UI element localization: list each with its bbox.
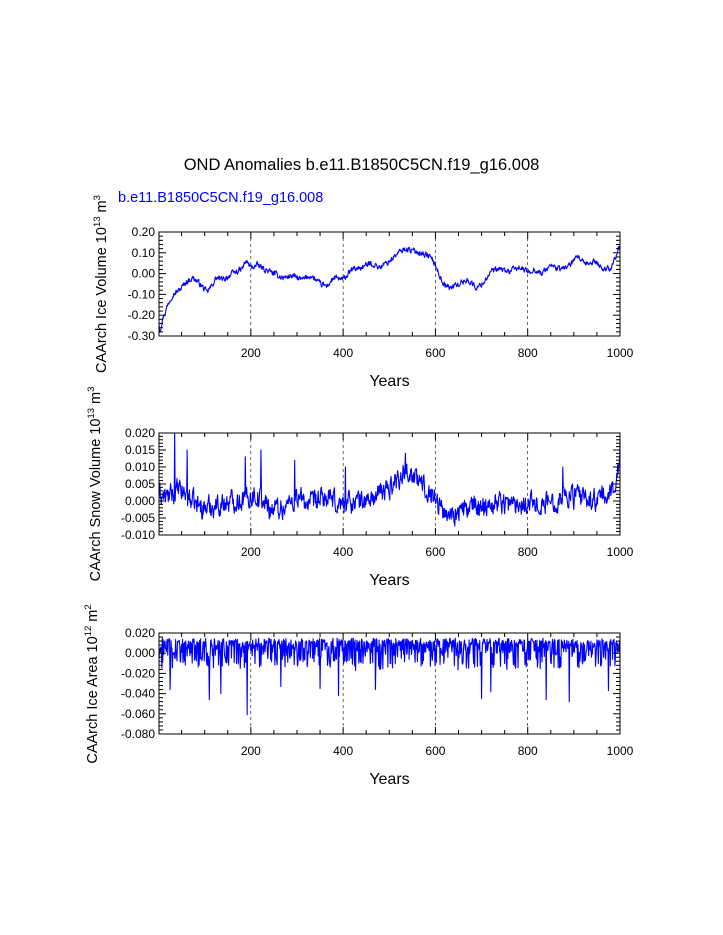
y-tick-label: -0.040 xyxy=(121,687,155,701)
snow-volume-panel: 200 400 600 800 1000 -0.010 -0.005 0.000 0.005 0.… xyxy=(86,387,634,589)
x-axis-title: Years xyxy=(369,771,409,788)
y-axis-title-unit: m xyxy=(94,200,110,216)
ice-volume-panel: 200 400 600 800 1000 -0.30 -0.20 -0.10 0.00 0.10 0… xyxy=(92,195,634,390)
x-tick-label: 1000 xyxy=(607,346,634,360)
x-tick-label: 800 xyxy=(518,744,538,758)
y-tick-label: -0.005 xyxy=(121,511,155,525)
y-axis-title-exponent: 12 xyxy=(83,626,94,637)
y-tick-label: -0.020 xyxy=(121,666,155,680)
x-tick-label: 1000 xyxy=(607,744,634,758)
y-axis-title-text: CAArch Ice Area 10 xyxy=(85,636,101,763)
x-tick-label: 400 xyxy=(333,744,353,758)
y-tick-label: -0.080 xyxy=(121,727,155,741)
x-tick-label: 1000 xyxy=(607,545,634,559)
y-tick-label: 0.20 xyxy=(132,225,156,239)
y-tick-label: 0.010 xyxy=(125,460,155,474)
y-tick-label: -0.10 xyxy=(128,287,156,301)
y-axis-title: CAArch Ice Area 1012 m2 xyxy=(83,604,101,763)
y-tick-label: 0.020 xyxy=(125,626,155,640)
y-axis-title-unit-exponent: 3 xyxy=(92,195,103,200)
y-axis-title-unit: m xyxy=(85,610,101,626)
x-axis-title: Years xyxy=(369,373,409,390)
series-legend-label: b.e11.B1850C5CN.f19_g16.008 xyxy=(118,190,324,206)
y-axis-title-text: CAArch Snow Volume 10 xyxy=(88,419,104,582)
y-tick-label: 0.020 xyxy=(125,426,155,440)
y-axis-title-unit-exponent: 2 xyxy=(83,604,94,609)
x-tick-label: 800 xyxy=(518,545,538,559)
y-axis-title: CAArch Snow Volume 1013 m3 xyxy=(86,387,104,582)
x-axis-title: Years xyxy=(369,572,409,589)
x-tick-label: 600 xyxy=(425,346,445,360)
plot-frame xyxy=(158,231,621,337)
y-axis-title-unit-exponent: 3 xyxy=(86,387,97,392)
chart-title: OND Anomalies b.e11.B1850C5CN.f19_g16.00… xyxy=(183,156,540,174)
x-tick-label: 600 xyxy=(425,744,445,758)
x-tick-label: 200 xyxy=(241,744,261,758)
y-tick-label: -0.20 xyxy=(128,308,156,322)
snow-volume-series-line xyxy=(158,432,621,527)
plot-frame xyxy=(158,432,621,536)
y-tick-label: 0.000 xyxy=(125,494,155,508)
y-tick-label: -0.010 xyxy=(121,528,155,542)
y-axis-title-exponent: 13 xyxy=(92,216,103,227)
y-tick-label: 0.10 xyxy=(132,246,156,260)
x-tick-label: 600 xyxy=(425,545,445,559)
y-axis-title: CAArch Ice Volume 1013 m3 xyxy=(92,195,110,373)
y-tick-label: -0.060 xyxy=(121,707,155,721)
y-tick-label: -0.30 xyxy=(128,329,156,343)
x-tick-label: 400 xyxy=(333,346,353,360)
ice-area-series-line xyxy=(158,637,621,716)
y-axis-title-unit: m xyxy=(88,392,104,408)
ice-area-panel: 200 400 600 800 1000 -0.080 -0.060 -0.040 -0.020… xyxy=(83,604,634,788)
y-tick-label: 0.000 xyxy=(125,646,155,660)
y-tick-label: 0.005 xyxy=(125,477,155,491)
y-tick-label: 0.015 xyxy=(125,443,155,457)
y-axis-title-exponent: 13 xyxy=(86,408,97,419)
y-tick-label: 0.00 xyxy=(132,267,156,281)
x-tick-label: 400 xyxy=(333,545,353,559)
x-tick-label: 200 xyxy=(241,346,261,360)
y-axis-title-text: CAArch Ice Volume 10 xyxy=(94,227,110,373)
x-tick-label: 800 xyxy=(518,346,538,360)
ice-volume-series-line xyxy=(158,244,621,333)
x-tick-label: 200 xyxy=(241,545,261,559)
